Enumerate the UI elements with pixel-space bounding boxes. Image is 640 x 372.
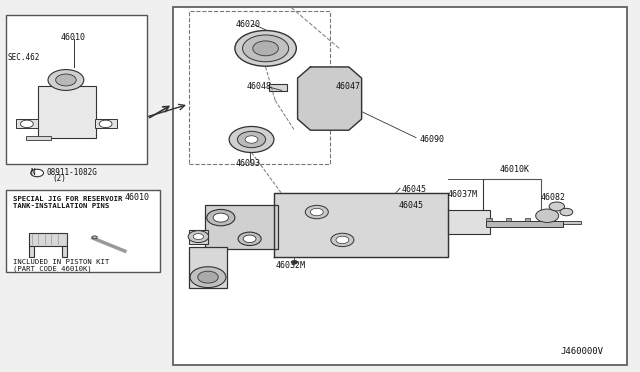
Circle shape <box>213 213 228 222</box>
Bar <box>506 218 511 221</box>
Circle shape <box>99 120 112 128</box>
Text: 46093: 46093 <box>236 159 260 168</box>
Text: (2): (2) <box>52 174 67 183</box>
Circle shape <box>190 267 226 288</box>
Text: N: N <box>31 169 36 177</box>
Text: INCLUDED IN PISTON KIT: INCLUDED IN PISTON KIT <box>13 259 109 265</box>
Circle shape <box>188 231 209 243</box>
Text: 46032M: 46032M <box>275 262 305 270</box>
Text: 46047: 46047 <box>336 82 361 91</box>
Bar <box>38 86 96 138</box>
Bar <box>483 179 541 223</box>
Polygon shape <box>274 193 448 257</box>
Circle shape <box>193 234 204 240</box>
Text: 46045: 46045 <box>398 201 423 210</box>
Bar <box>16 119 38 128</box>
Bar <box>486 218 492 221</box>
Circle shape <box>238 232 261 246</box>
Circle shape <box>243 35 289 62</box>
Text: 46045: 46045 <box>401 185 426 194</box>
Bar <box>26 136 51 140</box>
Circle shape <box>253 41 278 56</box>
Text: 46010K: 46010K <box>499 165 529 174</box>
Circle shape <box>536 209 559 222</box>
Circle shape <box>243 235 256 243</box>
Text: 46010: 46010 <box>125 193 150 202</box>
Bar <box>205 205 278 249</box>
Circle shape <box>229 126 274 153</box>
Bar <box>448 210 490 234</box>
Text: 46020: 46020 <box>236 20 260 29</box>
Circle shape <box>245 136 258 143</box>
Text: 46010: 46010 <box>61 33 86 42</box>
Bar <box>6 190 160 272</box>
Text: 46037M: 46037M <box>448 190 478 199</box>
Bar <box>189 247 227 288</box>
Circle shape <box>56 74 76 86</box>
Polygon shape <box>298 67 362 130</box>
Bar <box>6 15 147 164</box>
Circle shape <box>305 205 328 219</box>
Bar <box>525 218 530 221</box>
Text: 46048: 46048 <box>246 82 271 91</box>
Bar <box>486 221 563 227</box>
Text: TANK-INSTALLATION PINS: TANK-INSTALLATION PINS <box>13 203 109 209</box>
Circle shape <box>319 80 326 83</box>
Text: SEC.462: SEC.462 <box>8 53 40 62</box>
Circle shape <box>235 31 296 66</box>
Text: 46090: 46090 <box>419 135 444 144</box>
Bar <box>319 77 326 86</box>
Circle shape <box>336 236 349 244</box>
Circle shape <box>198 271 218 283</box>
Circle shape <box>20 120 33 128</box>
Circle shape <box>560 208 573 216</box>
Bar <box>173 7 627 365</box>
Circle shape <box>207 209 235 226</box>
Circle shape <box>310 208 323 216</box>
Bar <box>29 232 67 246</box>
Circle shape <box>331 233 354 247</box>
Text: (PART CODE 46010K): (PART CODE 46010K) <box>13 265 92 272</box>
Text: 08911-1082G: 08911-1082G <box>46 168 97 177</box>
Circle shape <box>31 169 44 177</box>
Text: J460000V: J460000V <box>560 347 603 356</box>
Text: SPECIAL JIG FOR RESERVOIR: SPECIAL JIG FOR RESERVOIR <box>13 196 122 202</box>
Circle shape <box>549 202 564 211</box>
Bar <box>189 230 208 244</box>
Circle shape <box>291 260 298 264</box>
Circle shape <box>237 131 266 148</box>
Circle shape <box>48 70 84 90</box>
Circle shape <box>92 236 97 239</box>
Bar <box>95 119 117 128</box>
Bar <box>29 246 34 257</box>
Bar <box>269 84 287 91</box>
Bar <box>543 221 581 224</box>
Text: 46082: 46082 <box>541 193 566 202</box>
Bar <box>62 246 67 257</box>
Bar <box>189 11 330 164</box>
